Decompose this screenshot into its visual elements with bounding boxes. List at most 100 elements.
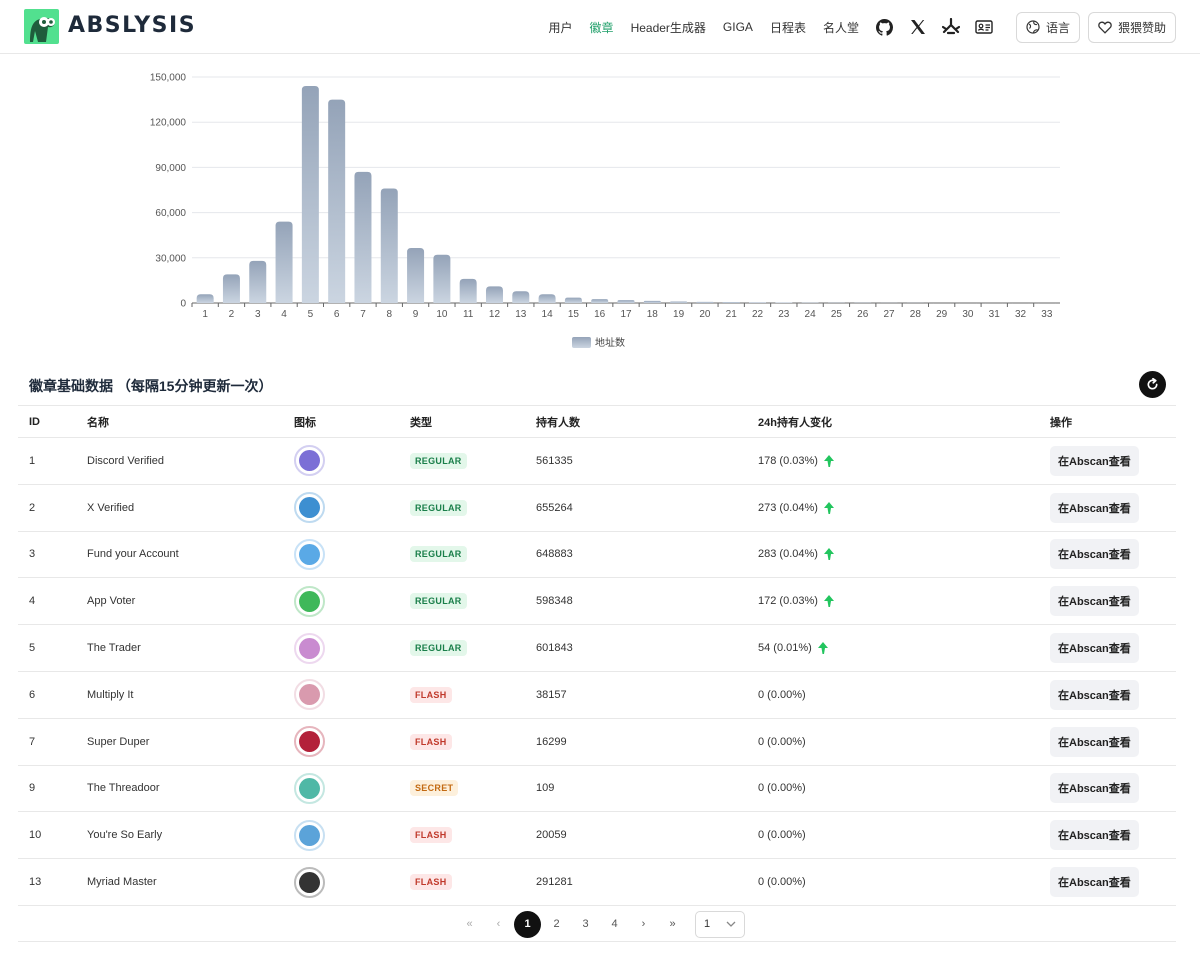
view-on-abscan-button[interactable]: 在Abscan查看 xyxy=(1050,820,1139,851)
language-label: 语言 xyxy=(1045,20,1070,35)
nav-item-users[interactable]: 用户 xyxy=(548,20,573,35)
brand-name[interactable]: ABSLYSIS xyxy=(68,13,197,38)
bar-21[interactable] xyxy=(722,302,740,303)
row-change: 0 (0.00%) xyxy=(758,859,806,905)
last-page-button[interactable]: » xyxy=(669,918,676,930)
header-change: 24h持有人变化 xyxy=(758,416,832,429)
row-name: The Trader xyxy=(87,642,141,655)
language-button[interactable]: 语言 xyxy=(1015,11,1080,43)
bar-9[interactable] xyxy=(407,248,425,303)
page-3-button[interactable]: 3 xyxy=(582,918,589,930)
x-tick-label: 30 xyxy=(962,309,974,320)
view-on-abscan-button[interactable]: 在Abscan查看 xyxy=(1050,586,1139,617)
view-on-abscan-button[interactable]: 在Abscan查看 xyxy=(1050,679,1139,710)
row-change: 178 (0.03%) xyxy=(758,438,835,484)
id-card-icon[interactable] xyxy=(975,18,993,36)
next-page-button[interactable]: › xyxy=(641,918,646,930)
main-nav: 用户 徽章 Header生成器 GIGA 日程表 名人堂 语言 猥猥赞助 xyxy=(549,11,1176,43)
x-tick-label: 18 xyxy=(647,309,659,320)
type-badge: FLASH xyxy=(410,733,452,750)
type-badge: REGULAR xyxy=(410,640,467,657)
bar-5[interactable] xyxy=(301,86,319,303)
row-change: 0 (0.00%) xyxy=(758,719,806,765)
badge-icon xyxy=(294,438,325,484)
bar-22[interactable] xyxy=(749,302,767,303)
bar-17[interactable] xyxy=(617,300,635,303)
badge-icon xyxy=(294,719,325,765)
row-holders: 601843 xyxy=(536,642,573,655)
page-4-button[interactable]: 4 xyxy=(611,918,618,930)
bar-18[interactable] xyxy=(643,300,661,303)
nav-item-hall-of-fame[interactable]: 名人堂 xyxy=(822,20,859,35)
row-op: 在Abscan查看 xyxy=(1050,719,1139,765)
legend-label: 地址数 xyxy=(595,336,625,349)
x-twitter-icon[interactable] xyxy=(909,18,927,36)
bar-1[interactable] xyxy=(196,294,214,303)
view-on-abscan-button[interactable]: 在Abscan查看 xyxy=(1050,773,1139,804)
bar-4[interactable] xyxy=(275,221,293,303)
y-tick-label: 60,000 xyxy=(155,208,186,219)
nav-item-header-generator[interactable]: Header生成器 xyxy=(630,20,706,35)
legend-swatch xyxy=(572,337,591,348)
bar-13[interactable] xyxy=(512,291,530,303)
table-row: 2 X Verified REGULAR 655264 273 (0.04%) … xyxy=(18,485,1176,532)
row-change: 54 (0.01%) xyxy=(758,625,829,671)
badge-icon xyxy=(294,766,325,812)
row-change-value: 54 (0.01%) xyxy=(758,642,812,655)
y-tick-label: 150,000 xyxy=(150,73,187,84)
row-id: 6 xyxy=(29,688,36,701)
bar-12[interactable] xyxy=(485,286,503,303)
view-on-abscan-button[interactable]: 在Abscan查看 xyxy=(1050,633,1139,664)
row-name: The Threadoor xyxy=(87,782,160,795)
x-tick-label: 20 xyxy=(699,309,711,320)
row-change-value: 283 (0.04%) xyxy=(758,548,818,561)
row-id: 7 xyxy=(29,735,36,748)
bar-14[interactable] xyxy=(538,294,556,303)
view-on-abscan-button[interactable]: 在Abscan查看 xyxy=(1050,445,1139,476)
page-select[interactable]: 1 xyxy=(695,910,745,938)
bar-11[interactable] xyxy=(459,278,477,303)
sponsor-button[interactable]: 猥猥赞助 xyxy=(1087,11,1176,43)
x-tick-label: 22 xyxy=(752,309,764,320)
bar-6[interactable] xyxy=(328,99,346,303)
view-on-abscan-button[interactable]: 在Abscan查看 xyxy=(1050,726,1139,757)
x-tick-label: 31 xyxy=(989,309,1001,320)
bar-16[interactable] xyxy=(591,299,609,303)
bar-7[interactable] xyxy=(354,171,372,303)
row-change-value: 178 (0.03%) xyxy=(758,454,818,467)
header-id: ID xyxy=(29,415,40,428)
x-tick-label: 33 xyxy=(1041,309,1053,320)
row-id: 13 xyxy=(29,876,42,889)
github-icon[interactable] xyxy=(876,18,894,36)
x-tick-label: 28 xyxy=(910,309,922,320)
nav-item-schedule[interactable]: 日程表 xyxy=(769,20,806,35)
bar-3[interactable] xyxy=(249,260,267,303)
logo-icon[interactable] xyxy=(24,9,59,44)
page-2-button[interactable]: 2 xyxy=(553,918,560,930)
row-change: 0 (0.00%) xyxy=(758,672,806,718)
table-row: 1 Discord Verified REGULAR 561335 178 (0… xyxy=(18,438,1176,485)
view-on-abscan-button[interactable]: 在Abscan查看 xyxy=(1050,492,1139,523)
row-change: 0 (0.00%) xyxy=(758,812,806,858)
row-holders: 38157 xyxy=(536,688,567,701)
bar-20[interactable] xyxy=(696,301,714,303)
x-tick-label: 4 xyxy=(281,309,287,320)
bar-15[interactable] xyxy=(564,297,582,303)
page-1-button[interactable]: 1 xyxy=(514,910,541,938)
view-on-abscan-button[interactable]: 在Abscan查看 xyxy=(1050,539,1139,570)
nav-item-badges[interactable]: 徽章 xyxy=(589,20,614,35)
bar-10[interactable] xyxy=(433,254,451,303)
nav-item-giga[interactable]: GIGA xyxy=(722,20,753,34)
refresh-button[interactable] xyxy=(1139,371,1166,398)
type-badge: REGULAR xyxy=(410,593,467,610)
bar-19[interactable] xyxy=(670,301,688,303)
view-on-abscan-button[interactable]: 在Abscan查看 xyxy=(1050,867,1139,898)
prev-page-button[interactable]: ‹ xyxy=(496,918,501,930)
bar-8[interactable] xyxy=(380,188,398,303)
first-page-button[interactable]: « xyxy=(466,918,473,930)
bar-2[interactable] xyxy=(222,274,240,303)
chart-legend[interactable]: 地址数 xyxy=(572,336,625,349)
sponsor-label: 猥猥赞助 xyxy=(1117,20,1166,35)
abstract-logo-icon[interactable] xyxy=(941,18,960,36)
row-op: 在Abscan查看 xyxy=(1050,578,1139,624)
